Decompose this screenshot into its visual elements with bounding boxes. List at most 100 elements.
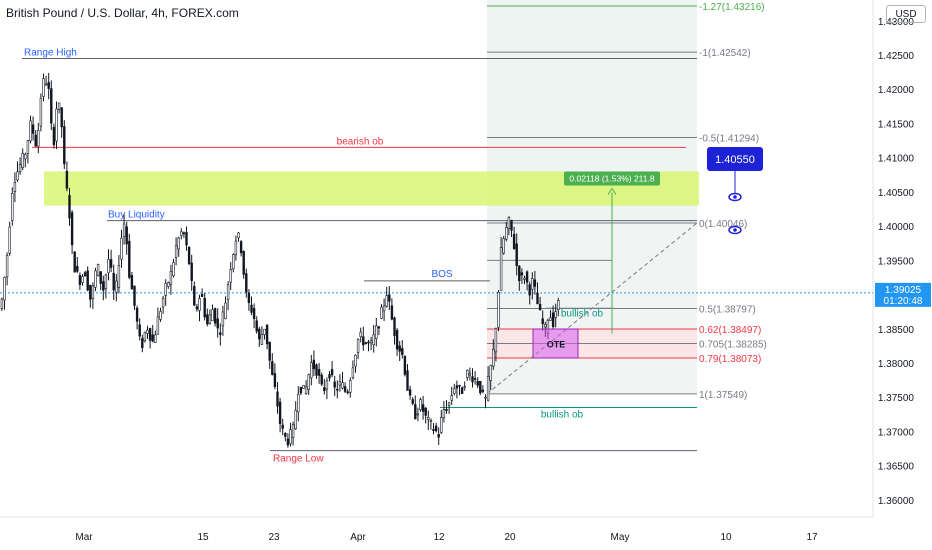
candle-body — [351, 367, 355, 378]
candle-body — [333, 381, 336, 388]
alert-eye-icon — [733, 195, 737, 199]
candle-body — [185, 231, 188, 246]
candle-body — [388, 294, 391, 302]
candle-body — [455, 385, 459, 389]
candle-body — [398, 345, 401, 352]
candle-body — [486, 375, 490, 401]
candle-body — [234, 240, 238, 256]
fib-level-label: 0.5(1.38797) — [699, 304, 756, 315]
candle-body — [375, 325, 378, 339]
candle-body — [393, 317, 396, 337]
candle-body — [502, 238, 505, 254]
candle-body — [180, 231, 183, 236]
measure-label-box — [564, 171, 660, 186]
candle-body — [330, 369, 334, 376]
candle-body — [117, 265, 121, 288]
candle-body — [427, 417, 430, 420]
candle-body — [146, 329, 149, 334]
candle-body — [164, 283, 167, 296]
candle-body — [112, 272, 115, 291]
candle-body — [369, 340, 373, 344]
candle-body — [265, 324, 269, 345]
candle-body — [268, 341, 271, 361]
bullish-ob-upper-label: bullish ob — [561, 308, 604, 319]
candle-body — [484, 396, 487, 399]
candle-body — [216, 318, 219, 329]
currency-button[interactable]: USD — [886, 5, 926, 23]
candle-body — [258, 328, 261, 340]
candle-body — [193, 285, 196, 306]
candle-body — [297, 394, 300, 413]
fib-level-label: 1(1.37549) — [699, 390, 747, 401]
candle-body — [76, 265, 79, 272]
candle-body — [91, 285, 95, 299]
y-tick-label: 1.37500 — [878, 393, 915, 404]
candle-body — [206, 314, 209, 325]
candle-body — [533, 279, 537, 287]
candle-body — [512, 234, 516, 249]
candle-body — [167, 282, 170, 287]
candle-body — [148, 328, 152, 341]
candle-body — [211, 309, 214, 321]
candle-body — [518, 265, 521, 282]
candle-body — [494, 328, 498, 353]
candle-body — [367, 341, 370, 344]
candle-body — [525, 271, 529, 283]
fib-level-label: 0.705(1.38285) — [699, 339, 767, 350]
candle-body — [286, 438, 290, 446]
candle-body — [141, 338, 144, 348]
candle-body — [328, 374, 331, 379]
candle-body — [68, 195, 71, 219]
candle-body — [338, 381, 342, 386]
candle-body — [83, 272, 87, 277]
candle-body — [73, 251, 76, 273]
measure-label: 0.02118 (1.53%) 211.8 — [569, 173, 654, 183]
candle-body — [208, 314, 212, 324]
x-tick-label: 12 — [433, 532, 445, 543]
y-tick-label: 1.36000 — [878, 496, 915, 507]
candle-body — [8, 226, 11, 254]
y-tick-label: 1.42500 — [878, 51, 915, 62]
candle-body — [133, 285, 136, 306]
y-tick-label: 1.40000 — [878, 222, 915, 233]
candle-body — [416, 413, 420, 416]
candle-body — [507, 216, 511, 229]
candle-body — [299, 386, 303, 394]
candle-body — [135, 307, 139, 322]
candle-body — [536, 292, 539, 305]
candle-body — [198, 298, 201, 311]
candle-body — [81, 276, 84, 283]
candle-body — [78, 275, 82, 285]
candle-body — [195, 306, 199, 310]
candle-body — [65, 170, 69, 189]
candle-body — [382, 305, 386, 312]
candle-body — [291, 424, 295, 438]
candle-body — [107, 258, 110, 274]
candle-body — [271, 361, 274, 375]
candle-body — [5, 255, 9, 278]
y-tick-label: 1.41500 — [878, 119, 915, 130]
candle-body — [489, 365, 492, 381]
candle-body — [315, 364, 318, 376]
candle-body — [523, 277, 526, 280]
candle-body — [263, 328, 266, 335]
fib-level-label: -1(1.42542) — [699, 48, 751, 59]
candle-body — [304, 386, 308, 394]
candle-body — [471, 376, 474, 383]
candle-body — [466, 370, 469, 378]
candle-body — [276, 391, 279, 407]
candle-body — [445, 408, 448, 412]
candle-body — [468, 373, 472, 376]
candle-body — [21, 152, 24, 168]
target-price-label: 1.40550 — [715, 154, 755, 166]
candle-body — [349, 380, 352, 393]
candle-body — [24, 153, 27, 160]
candle-body — [362, 336, 365, 346]
x-tick-label: 23 — [268, 532, 280, 543]
candle-body — [544, 324, 547, 328]
candle-body — [442, 409, 446, 419]
candle-body — [190, 262, 193, 281]
candle-body — [312, 359, 316, 370]
candle-body — [3, 277, 6, 301]
